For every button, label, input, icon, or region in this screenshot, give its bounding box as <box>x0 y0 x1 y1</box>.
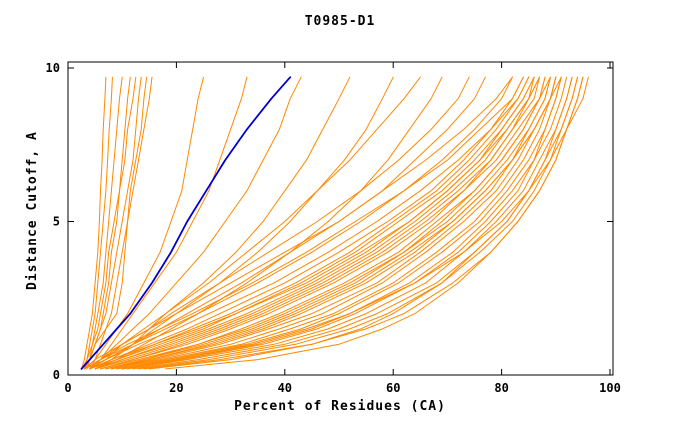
model-curve <box>83 76 113 370</box>
x-axis-label: Percent of Residues (CA) <box>234 399 446 414</box>
model-curve <box>148 76 578 370</box>
y-tick-label: 10 <box>46 61 60 75</box>
model-curve <box>116 76 557 370</box>
model-curve <box>116 76 562 370</box>
model-curve <box>165 76 584 370</box>
model-curve <box>110 76 562 370</box>
model-curve <box>83 76 470 370</box>
model-curve <box>94 76 540 370</box>
model-curve <box>89 76 302 370</box>
model-curve <box>81 76 107 370</box>
highlighted-model-curve <box>80 76 292 370</box>
x-tick-label: 60 <box>386 381 400 395</box>
model-curve <box>83 76 530 370</box>
x-tick-label: 0 <box>64 381 71 395</box>
model-curve <box>121 76 562 370</box>
chart-title: T0985-D1 <box>304 14 376 29</box>
model-curve <box>94 76 540 370</box>
model-curve <box>83 76 148 370</box>
model-curve <box>100 76 546 370</box>
x-tick-label: 40 <box>278 381 292 395</box>
model-curve <box>105 76 551 370</box>
model-curve <box>121 76 568 370</box>
y-axis-label: Distance Cutoff, A <box>25 131 40 290</box>
model-curve <box>83 76 204 370</box>
model-curve <box>89 76 486 370</box>
x-tick-label: 80 <box>494 381 508 395</box>
y-tick-label: 5 <box>53 215 60 229</box>
model-curve <box>89 76 535 370</box>
x-tick-label: 100 <box>599 381 621 395</box>
x-tick-label: 20 <box>169 381 183 395</box>
model-curve <box>89 76 248 370</box>
model-curve <box>89 76 153 370</box>
plot-frame <box>67 61 614 376</box>
y-tick-label: 0 <box>53 368 60 382</box>
model-curve <box>89 76 524 370</box>
model-curve <box>81 76 137 370</box>
